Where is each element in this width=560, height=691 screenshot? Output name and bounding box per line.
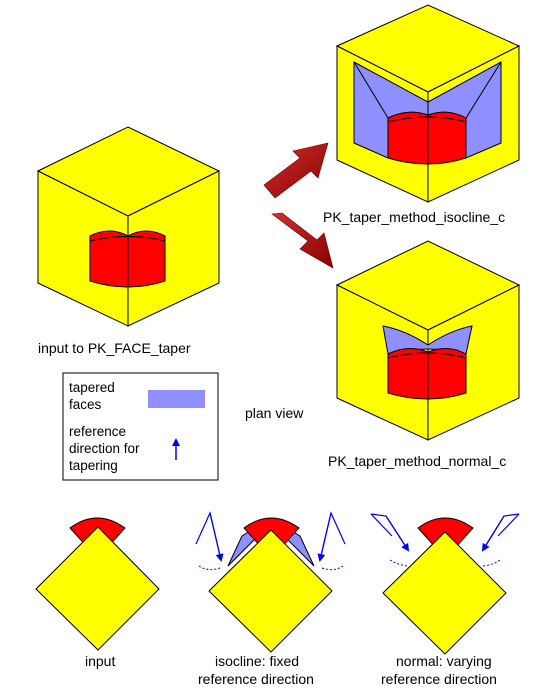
legend-ref-line1: reference [69,424,126,439]
plan-input-label: input [85,653,115,669]
isocline-cube [335,4,521,203]
plan-normal-ref-left-arrow-icon [385,515,410,552]
normal-boss-side [387,352,467,400]
input-cube-label: input to PK_FACE_taper [38,340,191,356]
plan-input [35,517,160,651]
isocline-taper-edge-left [353,61,389,119]
input-cube-right-face [127,170,220,327]
normal-cube-right-face [427,284,520,441]
legend: tapered faces reference direction for ta… [62,372,219,481]
plan-isocline-ref-left-a [195,511,222,561]
plan-normal-ref-right-arc [482,559,501,567]
plan-isocline-label-line2: reference direction [198,671,314,687]
plan-normal-ref-right-arrow-icon [481,515,505,552]
plan-isocline-label-line1: isocline: fixed [215,653,299,669]
plan-isocline [195,511,346,653]
plan-isocline-ref-left-arc [198,565,221,571]
normal-cube-label: PK_taper_method_normal_c [328,453,506,469]
legend-ref-line3: tapering [69,458,118,473]
plan-isocline-ref-right-a [319,511,346,561]
legend-tapered-swatch [148,390,205,408]
plan-normal-label-line2: reference direction [381,671,497,687]
plan-normal [370,513,520,655]
plan-isocline-ref-left-arrow-icon [209,512,224,562]
plan-normal-label-line1: normal: varying [396,653,492,669]
plan-view-label: plan view [245,405,304,421]
plan-normal-ref-left-b [370,513,393,537]
plan-isocline-diamond [208,529,333,653]
plan-normal-diamond [382,531,507,655]
arrow-down-right [271,212,334,269]
plan-isocline-ref-right-arrow-icon [317,512,332,562]
arrow-up-right [263,142,329,199]
plan-isocline-ref-right-arc [321,565,344,571]
isocline-boss-side [387,116,467,165]
legend-tapered-line2: faces [69,397,102,412]
plan-normal-ref-right-b [497,513,520,537]
plan-input-diamond [35,526,160,651]
legend-ref-line2: direction for [69,441,140,456]
isocline-taper-edge-right [465,61,502,119]
normal-cube [335,240,521,441]
input-cube [36,126,221,327]
isocline-cube-label: PK_taper_method_isocline_c [323,209,505,225]
plan-normal-ref-left-arc [389,559,409,567]
legend-tapered-line1: tapered [69,380,115,395]
